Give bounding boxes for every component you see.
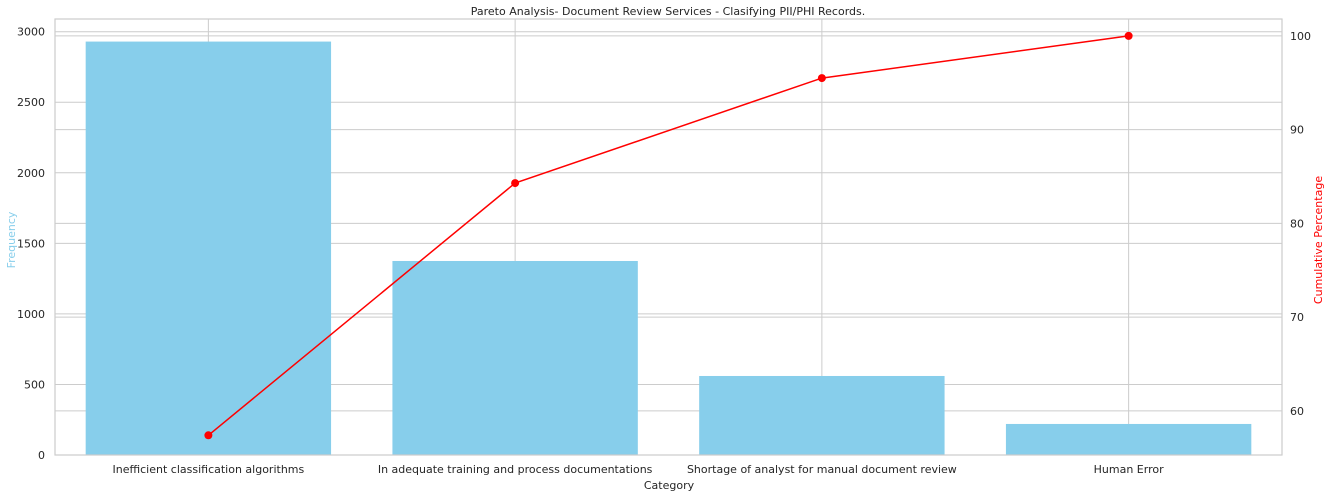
y2-tick-label-2: 80	[1290, 217, 1304, 230]
y2-tick-label-1: 70	[1290, 311, 1304, 324]
cumulative-line	[204, 31, 1133, 440]
x-axis-label: Category	[644, 479, 695, 492]
y-tick-label-0: 0	[38, 449, 45, 462]
x-tick-label-1: In adequate training and process documen…	[378, 463, 653, 476]
cumulative-point-3	[1124, 31, 1133, 40]
y-tick-label-4: 2000	[17, 167, 45, 180]
bar-1	[392, 260, 638, 455]
plot-frame	[54, 18, 1283, 456]
cumulative-point-0	[204, 431, 213, 440]
y-tick-label-2: 1000	[17, 308, 45, 321]
y2-tick-label-0: 60	[1290, 405, 1304, 418]
bar-2	[699, 375, 945, 455]
y2-tick-label-4: 100	[1290, 30, 1311, 43]
y-tick-label-3: 1500	[17, 237, 45, 250]
x-tick-label-2: Shortage of analyst for manual document …	[687, 463, 957, 476]
y-tick-label-6: 3000	[17, 26, 45, 39]
bars	[85, 41, 1252, 455]
cumulative-point-2	[817, 74, 826, 83]
chart-title: Pareto Analysis- Document Review Service…	[471, 5, 866, 18]
bar-3	[1005, 423, 1252, 455]
y-axis-label: Frequency	[5, 211, 18, 268]
x-tick-label-3: Human Error	[1094, 463, 1164, 476]
y-tick-label-1: 500	[24, 378, 45, 391]
axes: 0 500 1000 1500 2000 2500 3000 60 70 80 90 100 Ineff…	[17, 18, 1311, 476]
x-tick-label-0: Inefficient classification algorithms	[113, 463, 305, 476]
cumulative-line-path	[207, 35, 1129, 436]
cumulative-point-1	[511, 179, 520, 188]
y2-tick-label-3: 90	[1290, 124, 1304, 137]
y-tick-label-5: 2500	[17, 96, 45, 109]
y2-axis-label: Cumulative Percentage	[1312, 176, 1325, 304]
bar-0	[85, 41, 332, 455]
